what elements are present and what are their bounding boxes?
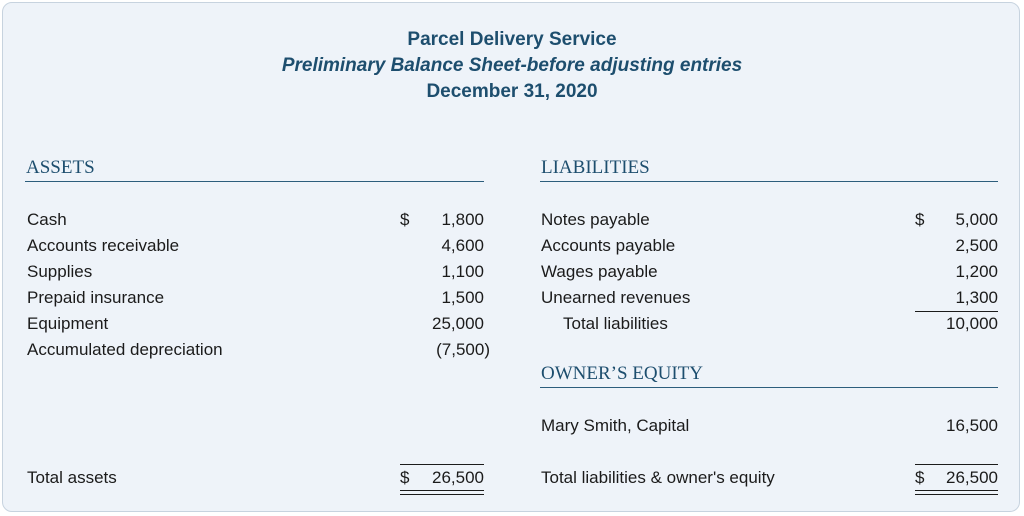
line-label: Wages payable bbox=[541, 262, 658, 281]
amount: 5,000 bbox=[955, 210, 998, 229]
amount: 2,500 bbox=[955, 236, 998, 255]
line-label: Cash bbox=[27, 210, 67, 229]
amount: 10,000 bbox=[946, 314, 998, 333]
line-label: Unearned revenues bbox=[541, 288, 691, 307]
amount: 25,000 bbox=[432, 314, 484, 333]
sum-rule bbox=[915, 311, 998, 312]
currency-sign: $ bbox=[915, 210, 925, 229]
amount: 4,600 bbox=[441, 236, 484, 255]
sum-rule bbox=[915, 464, 998, 465]
line-label: Equipment bbox=[27, 314, 109, 333]
heading-rule bbox=[25, 181, 484, 182]
amount: 1,200 bbox=[955, 262, 998, 281]
double-rule bbox=[915, 490, 998, 491]
amount: 26,500 bbox=[432, 468, 484, 487]
amount: 16,500 bbox=[946, 416, 998, 435]
line-label: Total assets bbox=[27, 468, 117, 487]
amount: (7,500) bbox=[436, 340, 490, 359]
line-label: Mary Smith, Capital bbox=[541, 416, 690, 435]
line-label: Supplies bbox=[27, 262, 93, 281]
line-label: Accounts receivable bbox=[27, 236, 180, 255]
section-heading: OWNER’S EQUITY bbox=[541, 363, 704, 384]
line-label: Accounts payable bbox=[541, 236, 676, 255]
heading-rule bbox=[540, 387, 998, 388]
amount: 1,300 bbox=[955, 288, 998, 307]
line-label: Prepaid insurance bbox=[27, 288, 165, 307]
amount: 1,500 bbox=[441, 288, 484, 307]
section-heading: LIABILITIES bbox=[541, 157, 650, 178]
amount: 1,100 bbox=[441, 262, 484, 281]
double-rule bbox=[400, 494, 484, 495]
currency-sign: $ bbox=[915, 468, 925, 487]
currency-sign: $ bbox=[400, 468, 410, 487]
amount: 1,800 bbox=[441, 210, 484, 229]
heading-rule bbox=[540, 181, 998, 182]
amount: 26,500 bbox=[946, 468, 998, 487]
line-label: Total liabilities bbox=[563, 314, 668, 333]
sheet-title: Preliminary Balance Sheet-before adjusti… bbox=[281, 55, 743, 76]
double-rule bbox=[915, 494, 998, 495]
double-rule bbox=[400, 490, 484, 491]
line-label: Total liabilities & owner's equity bbox=[541, 468, 775, 487]
sum-rule bbox=[400, 464, 484, 465]
company-name: Parcel Delivery Service bbox=[407, 29, 617, 50]
sheet-date: December 31, 2020 bbox=[426, 81, 598, 102]
line-label: Accumulated depreciation bbox=[27, 340, 223, 359]
section-heading: ASSETS bbox=[26, 157, 95, 178]
line-label: Notes payable bbox=[541, 210, 650, 229]
currency-sign: $ bbox=[400, 210, 410, 229]
